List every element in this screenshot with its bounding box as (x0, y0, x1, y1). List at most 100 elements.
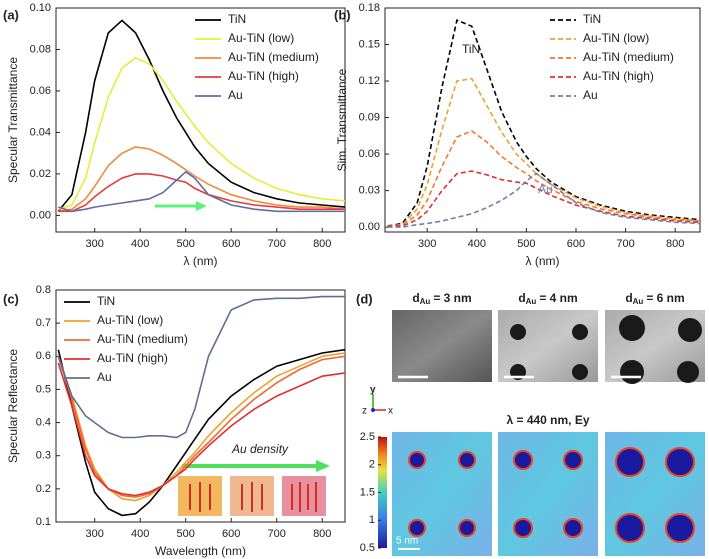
image-title-part: = 6 nm (646, 291, 684, 305)
y-tick-label: 0.03 (359, 185, 380, 197)
series-line (57, 348, 346, 517)
image-title: dAu = 4 nm (518, 291, 577, 306)
x-tick-label: 600 (222, 528, 240, 540)
series-line (387, 170, 701, 227)
legend-label: Au (228, 88, 243, 102)
y-tick-label: 0.18 (359, 2, 380, 14)
y-tick-label: 0.15 (359, 38, 380, 50)
legend-label: Au-TiN (low) (97, 313, 163, 327)
series-line (57, 19, 346, 212)
tem-images (392, 310, 705, 384)
legend-label: TiN (583, 12, 601, 26)
x-tick-label: 400 (131, 528, 149, 540)
y-tick-label: 0.2 (36, 483, 51, 495)
y-tick-label: 0.02 (30, 168, 51, 180)
y-tick-label: 0.00 (359, 221, 380, 233)
image-title: dAu = 6 nm (625, 291, 684, 306)
y-tick-label: 0.5 (36, 383, 51, 395)
x-axis-label: λ (nm) (184, 254, 218, 268)
legend-label: Au (583, 88, 598, 102)
x-tick-label: 800 (666, 238, 684, 250)
y-tick-label: 0.3 (36, 450, 51, 462)
y-tick-label: 0.7 (36, 317, 51, 329)
axis-y: y (370, 385, 376, 396)
image-title-part: d (625, 291, 632, 305)
axes-icon (371, 394, 386, 412)
field-maps (392, 432, 705, 556)
scale-bar: 5 nm (396, 536, 418, 547)
y-axis-label: Specular Reflectance (6, 349, 20, 463)
legend-label: Au-TiN (medium) (583, 50, 674, 64)
annotation: Au density (231, 442, 289, 456)
arrow-a (155, 201, 207, 211)
plot-frame (55, 289, 346, 523)
y-axis-label: Specular Transmittance (6, 57, 20, 183)
x-tick-label: 300 (86, 238, 104, 250)
image-title-part: d (518, 291, 525, 305)
y-tick-label: 0.8 (36, 284, 51, 296)
series-line (58, 170, 345, 213)
y-tick-label: 0.1 (36, 516, 51, 528)
series-line (57, 295, 345, 439)
field-title: λ = 440 nm, Ey (506, 413, 589, 427)
annotation: Au (538, 182, 553, 196)
x-tick-label: 500 (177, 528, 195, 540)
panel-label: (d) (356, 291, 373, 306)
x-tick-label: 800 (313, 238, 331, 250)
x-tick-label: 700 (616, 238, 634, 250)
image-title: dAu = 3 nm (412, 291, 471, 306)
series-line (57, 362, 346, 497)
legend-label: TiN (228, 12, 246, 26)
series-line (387, 130, 701, 227)
panel-label: (c) (3, 291, 19, 306)
series-line (58, 146, 346, 213)
x-axis-label: λ (nm) (526, 254, 560, 268)
x-tick-label: 700 (268, 528, 286, 540)
y-tick-label: 0.4 (36, 416, 51, 428)
panel-label: (a) (3, 7, 19, 22)
image-title-part: d (412, 291, 419, 305)
legend-label: Au-TiN (medium) (97, 332, 188, 346)
colorbar-label: 1 (369, 514, 375, 526)
colorbar-label: 2 (369, 459, 375, 471)
y-tick-label: 0.06 (30, 85, 51, 97)
panel-label: (b) (334, 7, 351, 22)
colorbar-label: 0.5 (360, 542, 375, 554)
plot-frame (55, 7, 346, 233)
legend-label: Au-TiN (low) (583, 31, 649, 45)
y-axis-label: Sim. Transmittance (335, 68, 349, 171)
x-tick-label: 600 (222, 238, 240, 250)
colorbar (378, 437, 387, 548)
density-inset (178, 460, 330, 516)
axis-x: x (388, 406, 393, 417)
x-tick-label: 400 (131, 238, 149, 250)
x-tick-label: 700 (268, 238, 286, 250)
image-title-part: = 3 nm (433, 291, 471, 305)
image-title-part: = 4 nm (539, 291, 577, 305)
plot-frame (384, 7, 701, 233)
axis-z: z (362, 406, 367, 417)
legend-label: TiN (97, 294, 115, 308)
image-title-part: Au (526, 297, 537, 306)
x-tick-label: 600 (567, 238, 585, 250)
y-tick-label: 0.08 (30, 43, 51, 55)
series-line (387, 172, 701, 228)
legend-label: Au-TiN (medium) (228, 50, 319, 64)
y-tick-label: 0.6 (36, 350, 51, 362)
y-tick-label: 0.09 (359, 111, 380, 123)
y-tick-label: 0.10 (30, 2, 51, 14)
colorbar-label: 1.5 (360, 486, 375, 498)
y-tick-label: 0.04 (30, 126, 51, 138)
legend-label: Au-TiN (high) (97, 351, 168, 365)
x-tick-label: 500 (517, 238, 535, 250)
legend-label: Au-TiN (low) (228, 31, 294, 45)
annotation: TiN (462, 42, 480, 56)
y-tick-label: 0.00 (30, 209, 51, 221)
series-line (387, 77, 701, 227)
legend-label: Au-TiN (high) (583, 69, 654, 83)
x-tick-label: 800 (313, 528, 331, 540)
x-axis-label: Wavelength (nm) (155, 544, 246, 558)
y-tick-label: 0.06 (359, 148, 380, 160)
legend-label: Au (97, 370, 112, 384)
